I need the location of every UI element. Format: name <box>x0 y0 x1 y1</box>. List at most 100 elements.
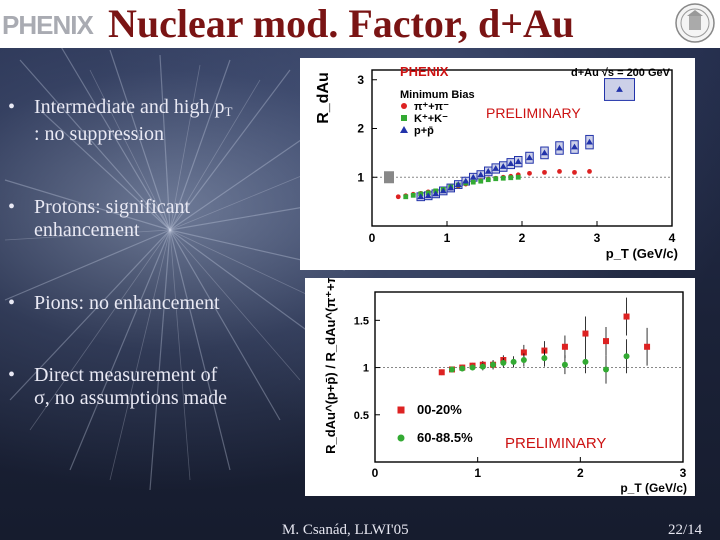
x-tick-label: 1 <box>444 231 451 245</box>
data-point <box>514 158 522 165</box>
data-point <box>499 163 507 169</box>
subscript: T <box>224 104 233 119</box>
legend-marker <box>401 103 407 109</box>
bullet-dot: • <box>8 96 16 118</box>
preliminary-label: PRELIMINARY <box>505 435 606 452</box>
chart-subtitle: d+Au √s = 200 GeV <box>571 67 671 79</box>
data-point <box>432 190 440 197</box>
data-point <box>526 154 533 161</box>
bullet-line: Pions: no enhancement <box>34 292 220 314</box>
data-point <box>493 176 499 182</box>
y-tick-label: 2 <box>357 122 364 136</box>
x-tick-label: 3 <box>594 231 601 245</box>
data-point <box>500 175 506 181</box>
phenix-logo: PHENIX <box>2 10 94 40</box>
data-point <box>500 359 507 366</box>
preliminary-label: PRELIMINARY <box>486 105 581 121</box>
data-point <box>587 169 592 174</box>
data-point <box>561 343 568 350</box>
plot-frame <box>374 291 684 463</box>
data-point <box>561 361 568 368</box>
data-point <box>542 169 547 175</box>
legend-title: Minimum Bias <box>400 89 475 101</box>
y-tick-label: 3 <box>357 73 364 87</box>
legend-entry: K⁺+K⁻ <box>414 113 448 125</box>
bullet-line: : no suppression <box>34 123 164 145</box>
data-point <box>623 353 630 360</box>
data-point <box>477 171 485 178</box>
data-point <box>515 174 521 180</box>
normalization-box <box>384 171 394 184</box>
data-point <box>623 313 630 320</box>
legend-marker <box>397 406 405 414</box>
data-point <box>492 165 500 171</box>
data-point <box>469 364 476 371</box>
data-point <box>510 358 517 365</box>
bullet-text: Pions: no enhancement <box>34 292 309 315</box>
data-point <box>470 179 476 185</box>
data-point <box>410 192 416 198</box>
data-point <box>454 181 462 187</box>
x-axis-label: p_T (GeV/c) <box>606 246 678 261</box>
y-tick-label: 1.5 <box>354 315 369 327</box>
legend-entry: 60-88.5% <box>417 430 473 445</box>
data-point <box>557 169 562 174</box>
data-point <box>520 357 527 363</box>
bullet-text: Intermediate and high pT : no suppressio… <box>34 96 309 146</box>
sigma-symbol: σ <box>34 387 45 409</box>
y-axis-label: R_dAu <box>315 72 332 124</box>
data-point <box>395 194 401 200</box>
bullet-line: , no assumptions made <box>44 387 227 409</box>
x-tick-label: 2 <box>519 231 526 245</box>
ratio-chart: 0 1 2 3 0.5 1 1.5 R_dAu^(p+p̄) / R_dAu^(π⁺+π⁻)p… <box>323 262 687 495</box>
data-point <box>490 361 497 368</box>
bullet-line: Protons: significant <box>34 196 191 218</box>
bullet-line: Direct measurement of <box>34 364 218 386</box>
data-point <box>478 178 484 184</box>
data-point <box>520 349 527 356</box>
data-point <box>508 175 514 181</box>
footer-author: M. Csanád, LLWI'05 <box>282 522 409 538</box>
legend-marker <box>401 115 407 121</box>
data-point <box>582 358 589 365</box>
data-point <box>556 144 563 151</box>
data-point <box>603 338 609 345</box>
data-point <box>479 363 486 370</box>
data-point <box>439 187 447 194</box>
data-point <box>438 369 445 376</box>
bullet-line: Intermediate and high p <box>34 96 225 118</box>
bullet-dot: • <box>8 364 16 386</box>
data-point <box>484 168 492 174</box>
data-point <box>603 366 609 373</box>
data-point <box>424 192 432 199</box>
data-point <box>447 184 455 191</box>
x-tick-label: 0 <box>372 466 379 480</box>
x-tick-label: 2 <box>577 466 584 480</box>
rdau-chart: 0 1 2 3 4 1 2 3 R_dAu p_T (GeV/c) PHENIX d+Au √s = … <box>315 64 678 261</box>
data-point <box>469 173 477 180</box>
data-point <box>541 149 548 156</box>
legend-marker <box>397 434 405 442</box>
x-axis-label: p_T (GeV/c) <box>620 481 687 495</box>
data-point <box>507 160 515 166</box>
y-tick-label: 1 <box>357 170 364 184</box>
data-point <box>571 143 578 150</box>
data-point <box>572 169 577 175</box>
university-seal-icon <box>675 3 715 43</box>
x-tick-label: 3 <box>680 466 687 480</box>
data-point <box>586 138 593 145</box>
bullet-text: Protons: significant enhancement <box>34 196 309 242</box>
x-tick-label: 0 <box>369 231 376 245</box>
title-bar: PHENIX Nuclear mod. Factor, d+Au <box>0 0 720 48</box>
chart-title: PHENIX <box>400 64 449 79</box>
data-point <box>616 86 623 92</box>
chart-panel-rdau: 0 1 2 3 4 1 2 3 R_dAu p_T (GeV/c) PHENIX d+Au √s = … <box>300 58 695 270</box>
y-axis-label: R_dAu^(p+p̄) / R_dAu^(π⁺+π⁻) <box>323 278 338 454</box>
y-tick-label: 1 <box>363 363 369 375</box>
bullet-dot: • <box>8 292 16 314</box>
data-point <box>449 366 455 373</box>
data-point <box>462 177 470 184</box>
x-tick-label: 1 <box>474 466 481 480</box>
bullet-text: Direct measurement of σ, no assumptions … <box>34 364 309 410</box>
